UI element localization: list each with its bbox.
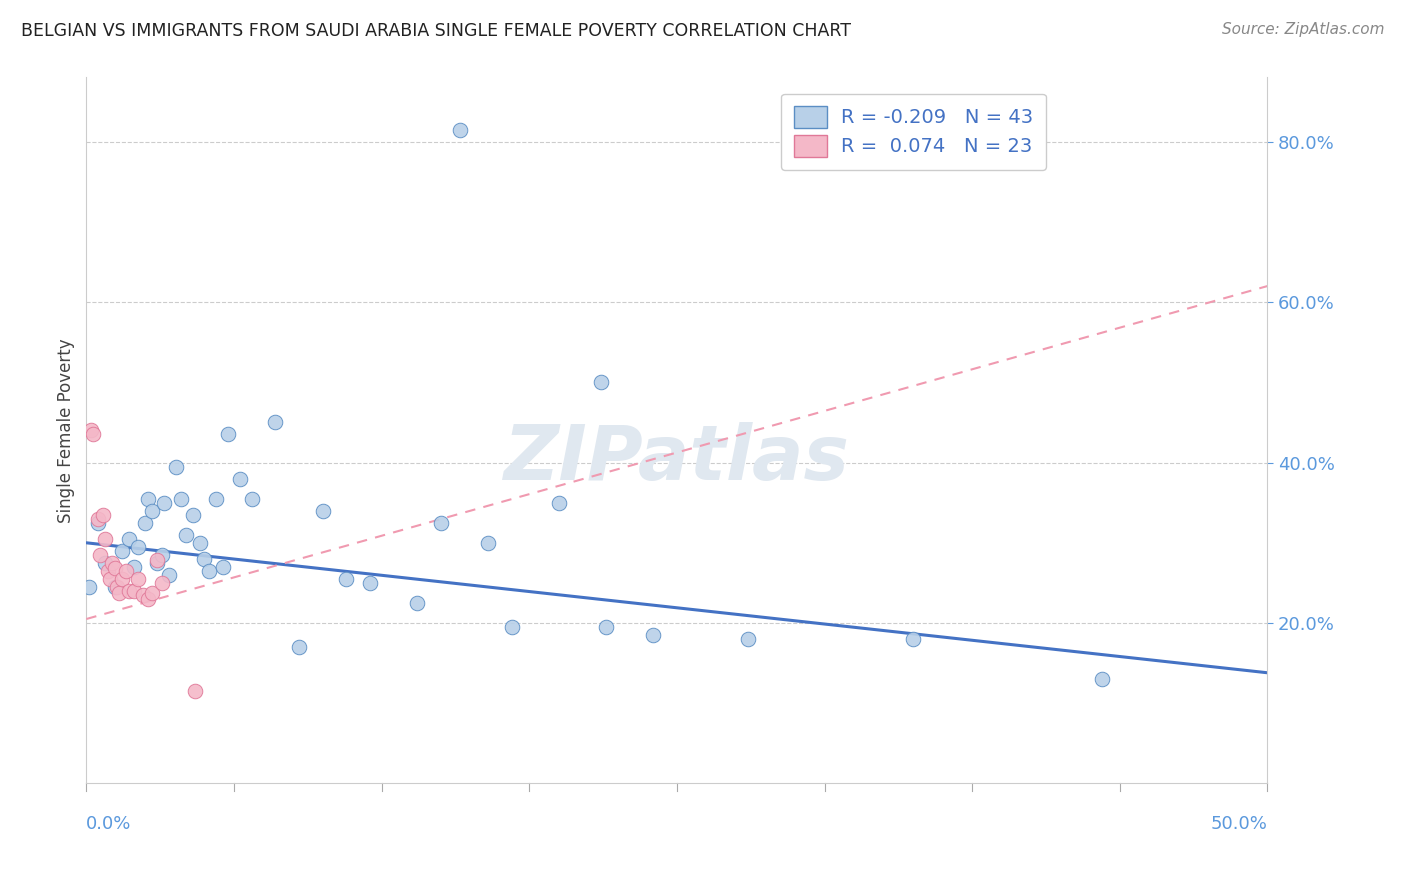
Point <box>643 628 665 642</box>
Point <box>89 548 111 562</box>
Point <box>98 572 121 586</box>
Point <box>104 561 127 575</box>
Point <box>105 580 128 594</box>
Point <box>595 620 617 634</box>
Point <box>94 532 117 546</box>
Text: BELGIAN VS IMMIGRANTS FROM SAUDI ARABIA SINGLE FEMALE POVERTY CORRELATION CHART: BELGIAN VS IMMIGRANTS FROM SAUDI ARABIA … <box>21 22 851 40</box>
Point <box>198 564 221 578</box>
Point <box>118 532 141 546</box>
Point <box>118 583 141 598</box>
Point <box>101 556 124 570</box>
Point <box>115 564 138 578</box>
Point <box>1091 672 1114 686</box>
Point <box>122 559 145 574</box>
Point <box>591 376 613 390</box>
Point <box>80 424 103 438</box>
Text: ZIPatlas: ZIPatlas <box>503 422 849 496</box>
Point <box>134 516 156 530</box>
Point <box>165 459 187 474</box>
Point <box>127 540 149 554</box>
Point <box>94 556 117 570</box>
Point <box>477 536 499 550</box>
Point <box>193 552 215 566</box>
Point <box>547 496 569 510</box>
Point <box>77 580 100 594</box>
Point <box>229 472 252 486</box>
Point <box>359 575 381 590</box>
Point <box>188 536 211 550</box>
Point <box>108 585 131 599</box>
Point <box>311 504 333 518</box>
Point <box>429 516 451 530</box>
Point <box>87 512 110 526</box>
Point <box>132 588 155 602</box>
Point <box>184 684 207 698</box>
Point <box>157 567 180 582</box>
Point <box>141 585 163 599</box>
Point <box>737 632 759 646</box>
Point <box>150 548 173 562</box>
Text: 50.0%: 50.0% <box>1211 815 1267 833</box>
Point <box>146 556 169 570</box>
Point <box>240 491 263 506</box>
Point <box>96 564 118 578</box>
Point <box>501 620 523 634</box>
Point <box>212 559 235 574</box>
Point <box>181 508 204 522</box>
Point <box>136 491 159 506</box>
Point <box>288 640 311 654</box>
Point <box>170 491 193 506</box>
Point <box>141 504 163 518</box>
Point <box>449 122 471 136</box>
Point <box>122 583 145 598</box>
Point <box>82 427 104 442</box>
Point <box>205 491 228 506</box>
Point <box>136 591 159 606</box>
Point <box>111 572 134 586</box>
Point <box>111 544 134 558</box>
Text: Source: ZipAtlas.com: Source: ZipAtlas.com <box>1222 22 1385 37</box>
Point <box>146 553 169 567</box>
Point <box>87 516 110 530</box>
Point <box>901 632 924 646</box>
Point <box>153 496 176 510</box>
Point <box>91 508 114 522</box>
Point <box>406 596 429 610</box>
Point <box>174 528 197 542</box>
Point <box>104 580 127 594</box>
Legend: R = -0.209   N = 43, R =  0.074   N = 23: R = -0.209 N = 43, R = 0.074 N = 23 <box>782 94 1046 170</box>
Text: 0.0%: 0.0% <box>86 815 132 833</box>
Y-axis label: Single Female Poverty: Single Female Poverty <box>58 338 75 523</box>
Point <box>127 572 149 586</box>
Point <box>150 575 173 590</box>
Point <box>217 427 239 442</box>
Point <box>264 416 287 430</box>
Point <box>335 572 357 586</box>
